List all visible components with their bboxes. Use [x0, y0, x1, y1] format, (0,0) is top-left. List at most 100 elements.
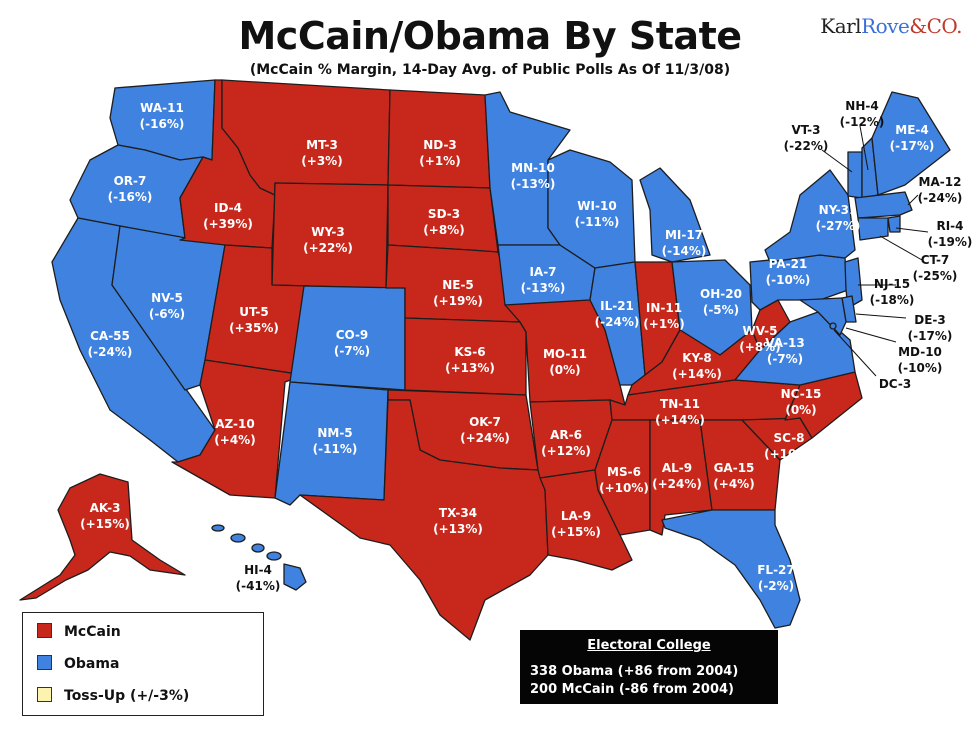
- electoral-college-box: Electoral College 338 Obama (+86 from 20…: [520, 630, 778, 704]
- label-ky-margin: (+14%): [672, 367, 722, 381]
- label-ri: RI-4 (-19%): [928, 218, 973, 250]
- label-oh: OH-20 (-5%): [700, 286, 742, 318]
- label-ia: IA-7 (-13%): [521, 264, 566, 296]
- label-mt-name: MT-3: [306, 138, 338, 152]
- state-ma[interactable]: [854, 191, 913, 219]
- label-va-margin: (-7%): [766, 352, 804, 366]
- label-ak: AK-3 (+15%): [80, 500, 130, 532]
- label-tx-margin: (+13%): [433, 522, 483, 536]
- state-hi-big-island[interactable]: [283, 563, 307, 591]
- state-hi-island-1[interactable]: [211, 524, 225, 532]
- state-fl[interactable]: [661, 509, 801, 629]
- state-vt[interactable]: [847, 151, 863, 199]
- label-co: CO-9 (-7%): [334, 327, 370, 359]
- label-nv-name: NV-5: [151, 291, 183, 305]
- state-ks[interactable]: [404, 317, 527, 396]
- label-id-name: ID-4: [214, 201, 242, 215]
- label-ny: NY-31 (-27%): [816, 202, 861, 234]
- label-ne-margin: (+19%): [433, 294, 483, 308]
- state-dc[interactable]: [829, 322, 837, 330]
- state-hi-island-3[interactable]: [251, 543, 265, 553]
- label-wi-name: WI-10: [577, 199, 617, 213]
- legend: McCain Obama Toss-Up (+/-3%): [22, 612, 264, 716]
- label-nd: ND-3 (+1%): [419, 137, 460, 169]
- label-ar: AR-6 (+12%): [541, 427, 591, 459]
- label-md: MD-10 (-10%): [898, 344, 943, 376]
- label-mo-margin: (0%): [549, 363, 581, 377]
- label-pa: PA-21 (-10%): [766, 256, 811, 288]
- electoral-college-mccain: 200 McCain (-86 from 2004): [530, 682, 735, 697]
- label-ma-name: MA-12: [918, 175, 962, 189]
- leader-ct: [879, 235, 923, 261]
- label-or: OR-7 (-16%): [108, 173, 153, 205]
- label-ar-name: AR-6: [550, 428, 582, 442]
- electoral-college-heading: Electoral College: [587, 638, 711, 653]
- label-az-margin: (+4%): [214, 433, 256, 447]
- label-me: ME-4 (-17%): [890, 122, 935, 154]
- label-ut-name: UT-5: [239, 305, 269, 319]
- label-la: LA-9 (+15%): [551, 508, 601, 540]
- label-mn-margin: (-13%): [510, 177, 556, 191]
- label-il-name: IL-21: [600, 299, 634, 313]
- label-ma-margin: (-24%): [917, 191, 963, 205]
- state-ny[interactable]: [764, 169, 856, 263]
- electoral-college-obama: 338 Obama (+86 from 2004): [530, 664, 739, 679]
- leader-vt: [821, 149, 853, 173]
- label-nd-margin: (+1%): [419, 154, 461, 168]
- brand-part-co: &CO.: [909, 14, 962, 38]
- label-sc: SC-8 (+10%): [764, 430, 814, 462]
- label-ca-name: CA-55: [90, 329, 130, 343]
- label-in: IN-11 (+1%): [643, 300, 684, 332]
- label-ia-margin: (-13%): [520, 281, 566, 295]
- label-ok: OK-7 (+24%): [460, 414, 510, 446]
- state-ri[interactable]: [887, 215, 901, 233]
- state-wv[interactable]: [751, 299, 791, 351]
- brand-part-karl: Karl: [820, 14, 862, 38]
- label-nc: NC-15 (0%): [781, 386, 822, 418]
- page-title: McCain/Obama By State: [238, 14, 742, 58]
- label-nm-margin: (-11%): [312, 442, 358, 456]
- label-al-margin: (+24%): [652, 477, 702, 491]
- label-ga-name: GA-15: [713, 461, 755, 475]
- label-sd: SD-3 (+8%): [423, 206, 464, 238]
- state-ga[interactable]: [699, 419, 781, 511]
- label-md-margin: (-10%): [897, 361, 943, 375]
- legend-swatch-tossup: [37, 686, 52, 702]
- label-mt: MT-3 (+3%): [301, 137, 342, 169]
- label-nv-margin: (-6%): [148, 307, 186, 321]
- label-vt: VT-3 (-22%): [784, 122, 829, 154]
- label-ny-name: NY-31: [818, 203, 858, 217]
- leader-de: [855, 313, 907, 319]
- state-mi[interactable]: [639, 167, 711, 263]
- leader-dc: [833, 329, 877, 377]
- label-tx: TX-34 (+13%): [433, 505, 483, 537]
- label-ar-margin: (+12%): [541, 444, 591, 458]
- state-hi-island-4[interactable]: [266, 551, 282, 561]
- brand-logo: KarlRove&CO.: [820, 14, 962, 38]
- label-id: ID-4 (+39%): [203, 200, 253, 232]
- label-ne: NE-5 (+19%): [433, 277, 483, 309]
- label-il-margin: (-24%): [594, 315, 640, 329]
- label-ks: KS-6 (+13%): [445, 344, 495, 376]
- label-id-margin: (+39%): [203, 217, 253, 231]
- label-ca-margin: (-24%): [87, 345, 133, 359]
- label-az: AZ-10 (+4%): [214, 416, 255, 448]
- state-nj[interactable]: [844, 257, 863, 309]
- leader-md: [845, 327, 897, 343]
- state-tx[interactable]: [299, 399, 549, 641]
- label-nc-name: NC-15: [780, 387, 822, 401]
- label-ct: CT-7 (-25%): [913, 252, 958, 284]
- label-fl-margin: (-2%): [757, 579, 795, 593]
- label-ky-name: KY-8: [682, 351, 712, 365]
- state-hi-island-2[interactable]: [230, 533, 246, 543]
- label-tx-name: TX-34: [438, 506, 478, 520]
- state-ak[interactable]: [19, 473, 186, 601]
- state-ct[interactable]: [857, 217, 889, 241]
- label-nv: NV-5 (-6%): [149, 290, 185, 322]
- brand-part-rove: Rove: [861, 14, 910, 38]
- leader-ma: [907, 194, 919, 206]
- label-ks-margin: (+13%): [445, 361, 495, 375]
- label-sc-name: SC-8: [773, 431, 805, 445]
- label-mi-name: MI-17: [664, 228, 704, 242]
